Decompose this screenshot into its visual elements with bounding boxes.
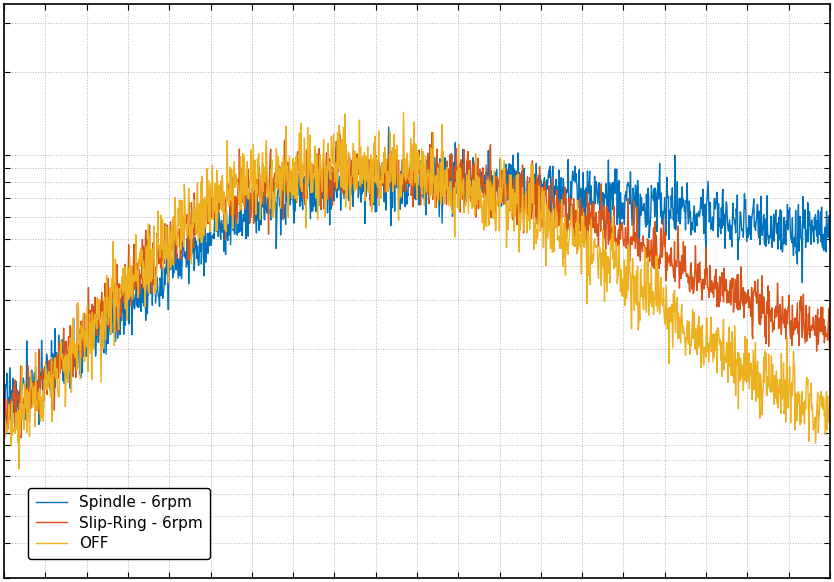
Slip-Ring - 6rpm bbox=[382, 159, 392, 166]
OFF bbox=[382, 181, 392, 188]
OFF bbox=[98, 308, 108, 315]
Spindle - 6rpm bbox=[382, 179, 392, 186]
Spindle - 6rpm bbox=[0, 425, 10, 432]
Slip-Ring - 6rpm bbox=[427, 129, 437, 136]
Slip-Ring - 6rpm bbox=[0, 413, 9, 420]
Spindle - 6rpm bbox=[470, 169, 480, 176]
Slip-Ring - 6rpm bbox=[63, 333, 73, 340]
Slip-Ring - 6rpm bbox=[470, 176, 480, 183]
Spindle - 6rpm bbox=[367, 205, 377, 212]
OFF bbox=[825, 414, 834, 421]
Line: OFF: OFF bbox=[4, 112, 830, 469]
OFF bbox=[0, 404, 9, 411]
Spindle - 6rpm bbox=[384, 123, 394, 130]
Slip-Ring - 6rpm bbox=[825, 355, 834, 362]
Slip-Ring - 6rpm bbox=[367, 191, 377, 198]
Line: Spindle - 6rpm: Spindle - 6rpm bbox=[4, 127, 830, 429]
Slip-Ring - 6rpm bbox=[350, 169, 360, 176]
OFF bbox=[367, 201, 377, 208]
OFF bbox=[14, 466, 24, 473]
OFF bbox=[399, 109, 409, 116]
Spindle - 6rpm bbox=[825, 238, 834, 245]
Spindle - 6rpm bbox=[63, 365, 73, 372]
Line: Slip-Ring - 6rpm: Slip-Ring - 6rpm bbox=[4, 133, 830, 438]
Slip-Ring - 6rpm bbox=[16, 434, 26, 441]
OFF bbox=[63, 344, 73, 351]
Spindle - 6rpm bbox=[98, 333, 108, 340]
Spindle - 6rpm bbox=[0, 395, 9, 402]
OFF bbox=[470, 212, 480, 219]
Spindle - 6rpm bbox=[350, 156, 360, 163]
Legend: Spindle - 6rpm, Slip-Ring - 6rpm, OFF: Spindle - 6rpm, Slip-Ring - 6rpm, OFF bbox=[28, 488, 210, 559]
Slip-Ring - 6rpm bbox=[98, 311, 108, 318]
OFF bbox=[350, 148, 360, 155]
